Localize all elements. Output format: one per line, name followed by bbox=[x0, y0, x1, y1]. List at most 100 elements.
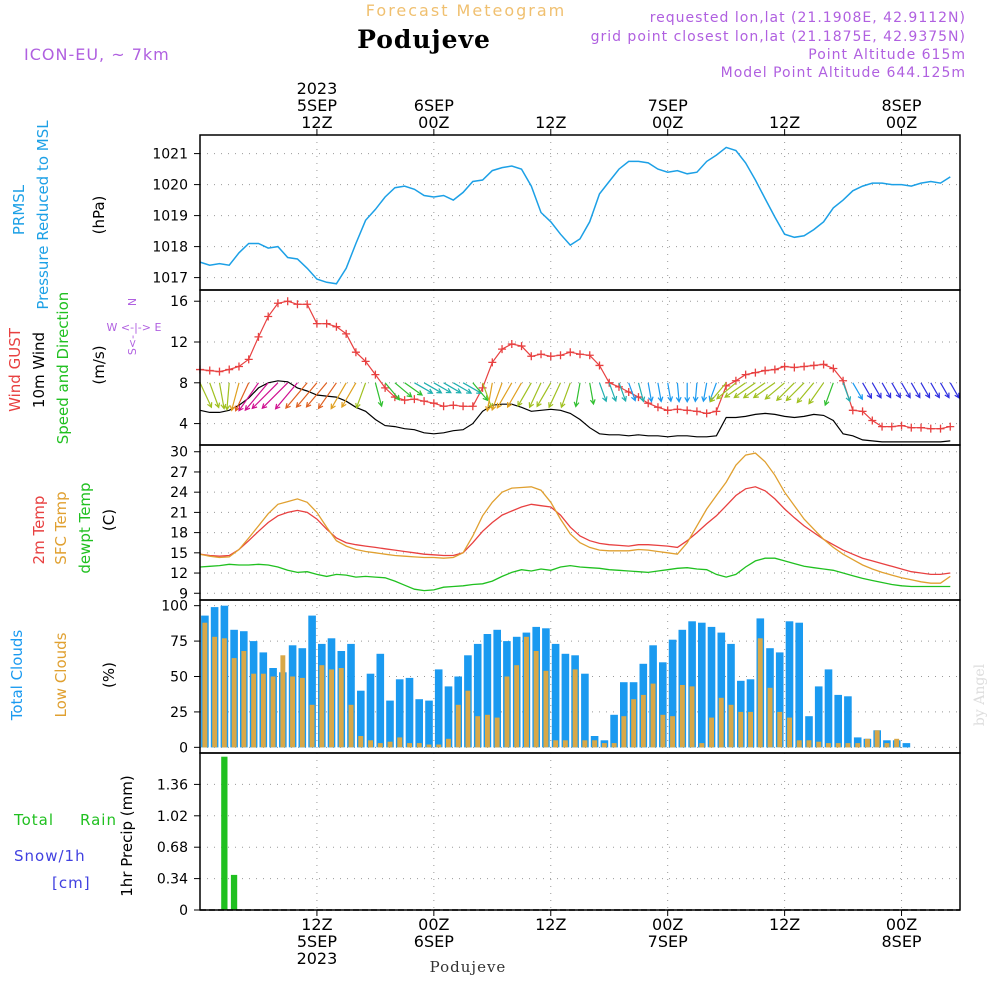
wind-arrow bbox=[733, 382, 756, 399]
low-cloud-bar bbox=[465, 690, 471, 748]
low-cloud-bar bbox=[260, 673, 266, 748]
time-label-bottom: 00Z bbox=[418, 915, 449, 934]
rain-bar bbox=[230, 874, 238, 910]
wind-arrow bbox=[910, 382, 921, 399]
wind-arrow bbox=[384, 382, 401, 401]
wind-arrow bbox=[229, 382, 240, 412]
low-cloud-bar bbox=[709, 717, 714, 748]
low-cloud-bar bbox=[582, 740, 588, 748]
gust-marker bbox=[546, 352, 555, 361]
precip-total-label: Total bbox=[13, 811, 54, 829]
low-cloud-bar bbox=[231, 658, 237, 748]
compass-n: N bbox=[126, 298, 139, 306]
series-sfctemp-line bbox=[199, 452, 951, 584]
credit-text: by Angel bbox=[972, 663, 988, 726]
gust-marker bbox=[702, 409, 711, 418]
series-wind-line bbox=[199, 380, 951, 443]
precip-rain-label: Rain bbox=[80, 811, 117, 829]
low-cloud-bar bbox=[767, 687, 773, 748]
gust-marker bbox=[595, 361, 604, 370]
low-cloud-bar bbox=[319, 665, 325, 748]
panel-0: 1017 1018 1019 1020 1021 bbox=[152, 135, 960, 290]
pressure-unit: (hPa) bbox=[90, 196, 108, 235]
gust-marker bbox=[946, 422, 955, 431]
gust-marker bbox=[478, 383, 487, 392]
panel-border bbox=[199, 752, 961, 911]
time-label-bottom: 7SEP bbox=[648, 932, 688, 951]
y-tick-label: 1.02 bbox=[157, 809, 188, 825]
wind-arrow bbox=[404, 382, 424, 396]
low-cloud-bar bbox=[562, 740, 568, 748]
gust-marker bbox=[215, 367, 224, 376]
wind-arrow bbox=[684, 382, 691, 404]
y-tick-label: 12 bbox=[170, 335, 188, 351]
gust-marker bbox=[576, 350, 584, 359]
low-cloud-bar bbox=[621, 716, 627, 748]
gust-marker bbox=[488, 358, 497, 367]
low-cloud-bar bbox=[533, 651, 539, 748]
wind-arrow bbox=[881, 382, 892, 399]
compass-s: S<- bbox=[126, 335, 139, 355]
low-cloud-bar bbox=[455, 704, 461, 748]
gust-marker bbox=[459, 402, 468, 411]
gust-marker bbox=[858, 407, 867, 416]
gust-marker bbox=[683, 406, 692, 415]
y-tick-label: 18 bbox=[170, 526, 188, 542]
gust-marker bbox=[342, 329, 351, 338]
low-cloud-bar bbox=[757, 638, 763, 748]
low-cloud-bar bbox=[855, 743, 861, 748]
time-label-top: 00Z bbox=[652, 113, 683, 132]
wind-arrow bbox=[496, 382, 513, 409]
gust-marker bbox=[712, 407, 721, 416]
gust-marker bbox=[819, 360, 828, 369]
panel-1: 4 8 12 16 bbox=[170, 290, 960, 445]
gust-marker bbox=[410, 395, 419, 404]
gust-marker bbox=[673, 405, 682, 414]
model-name: ICON-EU, ~ 7km bbox=[24, 45, 170, 64]
total-cloud-bar bbox=[415, 699, 423, 748]
wind-arrow bbox=[692, 382, 699, 403]
low-cloud-bar bbox=[504, 676, 510, 748]
gust-marker bbox=[907, 423, 916, 432]
y-tick-label: 16 bbox=[170, 294, 188, 310]
gust-marker bbox=[351, 348, 360, 357]
wind-arrow bbox=[764, 382, 785, 400]
total-cloud-bar bbox=[405, 677, 414, 748]
low-cloud-bar bbox=[514, 665, 520, 748]
y-tick-label: 0.68 bbox=[157, 840, 188, 856]
y-tick-label: 4 bbox=[179, 417, 188, 433]
total-cloud-bar bbox=[844, 696, 852, 748]
low-cloud-bar bbox=[679, 685, 685, 748]
panel-2: 9 12 15 18 21 24 27 30 bbox=[170, 445, 960, 602]
gust-marker bbox=[537, 350, 546, 359]
requested-coords: requested lon,lat (21.1908E, 42.9112N) bbox=[650, 10, 966, 26]
gust-marker bbox=[917, 423, 926, 432]
time-label-bottom: 8SEP bbox=[881, 932, 921, 951]
gridpoint-coords: grid point closest lon,lat (21.1875E, 42… bbox=[591, 29, 966, 45]
low-cloud-bar bbox=[202, 622, 208, 748]
y-tick-label: 24 bbox=[170, 485, 188, 501]
wind-arrow bbox=[862, 382, 873, 400]
wind-arrow bbox=[536, 382, 552, 408]
y-tick-label: 100 bbox=[161, 599, 188, 615]
low-cloud-bar bbox=[835, 743, 841, 748]
wind-arrow bbox=[317, 382, 337, 410]
location-title: Podujeve bbox=[357, 25, 491, 54]
total-cloud-bar bbox=[727, 643, 735, 748]
gust-marker bbox=[244, 355, 253, 364]
y-tick-label: 8 bbox=[179, 376, 188, 392]
y-tick-label: 0 bbox=[179, 740, 188, 756]
low-cloud-bar bbox=[660, 714, 666, 748]
total-cloud-bar bbox=[551, 643, 560, 748]
total-cloud-bar bbox=[668, 639, 677, 748]
total-cloud-bar bbox=[444, 686, 453, 748]
low-cloud-bar bbox=[796, 740, 802, 748]
y-tick-label: 12 bbox=[170, 566, 188, 582]
gust-marker bbox=[439, 402, 448, 411]
low-cloud-bar bbox=[806, 740, 812, 748]
low-cloud-bar bbox=[485, 714, 490, 748]
wind-arrow bbox=[573, 382, 581, 408]
wind-arrow bbox=[709, 382, 727, 403]
gust-marker bbox=[361, 357, 370, 366]
total-cloud-bar bbox=[785, 621, 794, 748]
